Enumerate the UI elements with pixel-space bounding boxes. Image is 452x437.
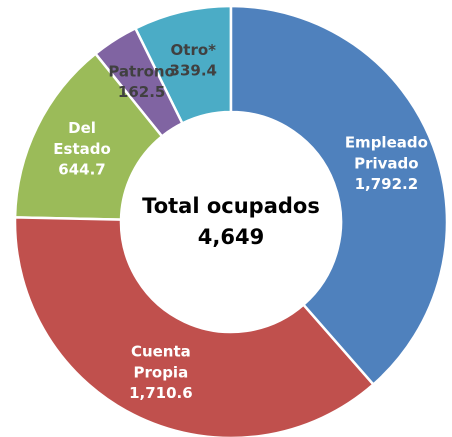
value-label: 339.4 xyxy=(170,61,217,79)
donut-slice xyxy=(93,26,184,139)
center-title: Total ocupados xyxy=(142,194,320,218)
category-label: Empleado Privado xyxy=(345,133,428,172)
category-label: Cuenta Propia xyxy=(131,342,191,381)
donut-slice xyxy=(13,216,376,437)
category-label: Patrono xyxy=(108,62,175,80)
value-label: 644.7 xyxy=(58,160,105,178)
slice-label: Del Estado 644.7 xyxy=(53,118,111,178)
category-label: Otro* xyxy=(171,40,217,58)
category-label: Del Estado xyxy=(53,118,111,157)
donut-slice xyxy=(13,52,164,221)
center-value: 4,649 xyxy=(198,225,264,249)
value-label: 162.5 xyxy=(118,83,165,101)
slice-label: Patrono 162.5 xyxy=(108,62,175,101)
slice-label: Cuenta Propia 1,710.6 xyxy=(129,342,193,402)
value-label: 1,710.6 xyxy=(129,384,193,402)
slice-label: Empleado Privado 1,792.2 xyxy=(345,133,428,193)
donut-slice xyxy=(229,4,449,387)
slice-label: Otro* 339.4 xyxy=(170,40,217,79)
value-label: 1,792.2 xyxy=(355,175,419,193)
